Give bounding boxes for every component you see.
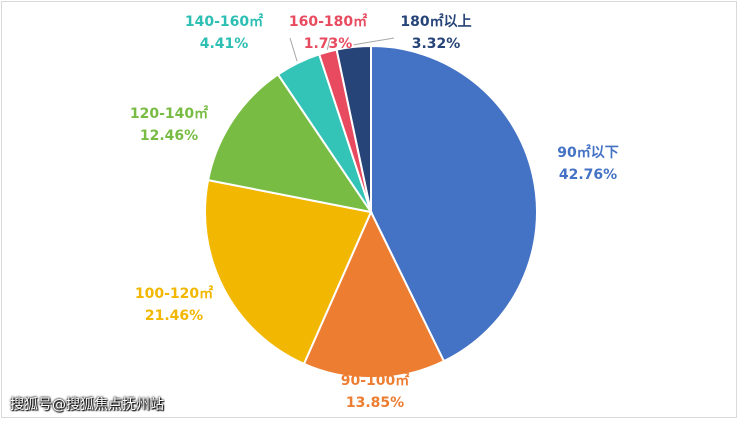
slice-percent-label: 1.73%: [304, 36, 353, 52]
slice-category-label: 140-160㎡: [185, 13, 263, 30]
slice-percent-label: 12.46%: [140, 128, 198, 144]
pie-slice: [204, 178, 373, 366]
leader-line: [289, 37, 298, 62]
slice-percent-label: 21.46%: [145, 308, 203, 324]
slice-category-label: 100-120㎡: [135, 285, 213, 302]
slice-percent-label: 42.76%: [559, 167, 617, 183]
pie-slice: [335, 44, 372, 213]
pie-slices: [204, 44, 538, 379]
slice-category-label: 90㎡以下: [557, 144, 618, 161]
pie-slice: [206, 73, 374, 214]
watermark-text: 搜狐号@搜狐焦点抚州站: [10, 397, 164, 413]
leader-lines: [289, 37, 395, 62]
pie-slice: [302, 209, 446, 379]
slice-percent-label: 13.85%: [346, 395, 404, 411]
slice-labels: 90㎡以下 42.76% 90-100㎡ 13.85% 100-120㎡ 21.46% 12…: [130, 13, 619, 411]
slice-category-label: 160-180㎡: [289, 13, 367, 30]
slice-percent-label: 4.41%: [200, 36, 249, 52]
leader-line: [353, 37, 395, 46]
pie-slice: [370, 44, 538, 363]
slice-percent-label: 3.32%: [412, 36, 461, 52]
slice-category-label: 90-100㎡: [341, 372, 410, 389]
slice-category-label: 120-140㎡: [130, 105, 208, 122]
leader-line: [326, 37, 331, 50]
slice-category-label: 180㎡以上: [400, 13, 471, 30]
